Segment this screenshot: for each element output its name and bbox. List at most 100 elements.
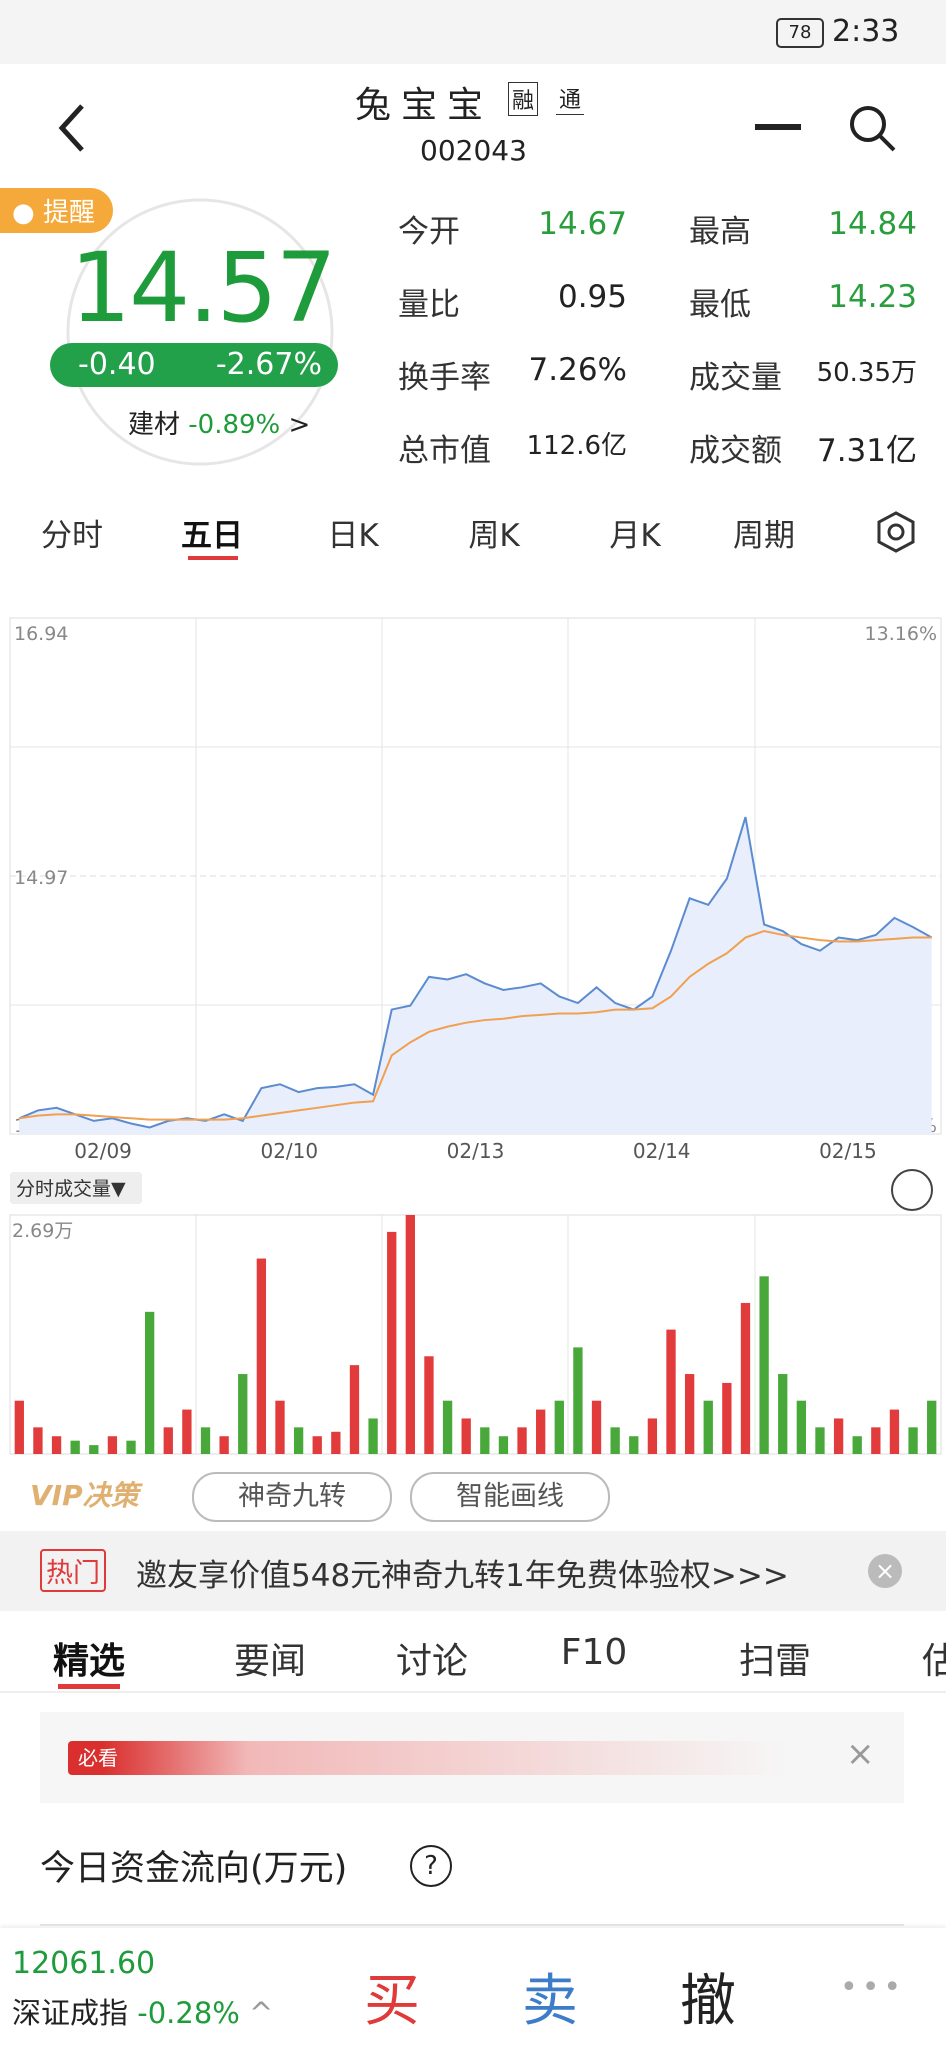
average-line: [19, 929, 932, 1121]
y-tick-label: 2.69万: [12, 1220, 73, 1242]
x-tick-label: 02/15: [819, 1139, 877, 1163]
news-tab[interactable]: 估: [921, 1641, 946, 1682]
banner-close[interactable]: ×: [868, 1554, 902, 1588]
volume-bar: [14, 1400, 24, 1454]
index-change: -0.28%: [137, 1996, 240, 2030]
volume-bar: [349, 1365, 360, 1454]
banner-text: 邀友享价值548元神奇九转1年免费体验权>>>: [136, 1558, 789, 1594]
stat-label: 量比: [398, 287, 460, 323]
index[interactable]: 深证成指 -0.28% ^: [12, 1996, 274, 2030]
period-tab[interactable]: 周期: [733, 518, 795, 554]
period-tab[interactable]: 月K: [609, 518, 661, 554]
x-tick-label: 02/09: [74, 1139, 132, 1163]
notice-tag: 必看: [68, 1741, 788, 1775]
volume-bar: [331, 1431, 341, 1454]
bottom-bar: [0, 1928, 946, 2048]
news-tab[interactable]: 扫雷: [738, 1641, 812, 1682]
sector-name: 建材: [128, 410, 181, 440]
alert-label: 提醒: [42, 198, 95, 228]
news-tab[interactable]: 精选: [52, 1641, 126, 1682]
badge: 通: [556, 82, 585, 115]
change: -0.40: [78, 347, 156, 382]
help-button[interactable]: ?: [410, 1845, 452, 1887]
volume-bar: [815, 1427, 825, 1454]
stat-label: 换手率: [398, 360, 491, 396]
expand-button[interactable]: [891, 1169, 933, 1211]
stat-value: 112.6亿: [526, 431, 627, 461]
period-tab[interactable]: 日K: [327, 518, 379, 554]
buy-button[interactable]: 买: [364, 1969, 420, 2034]
volume-bar: [70, 1440, 80, 1454]
volume-bar: [498, 1436, 509, 1454]
settings-button[interactable]: [874, 510, 918, 554]
stat-value: 14.84: [828, 206, 917, 242]
more-button[interactable]: •••: [840, 1970, 906, 2005]
stat-label: 总市值: [398, 433, 491, 469]
menu-button[interactable]: [755, 124, 801, 130]
cancel-button[interactable]: 撤: [680, 1969, 736, 2034]
volume-bar: [293, 1427, 304, 1454]
price-ring: [66, 198, 334, 466]
stat-value: 14.67: [538, 206, 627, 242]
pill-button[interactable]: 智能画线: [410, 1472, 610, 1522]
notice-close[interactable]: ×: [846, 1734, 875, 1774]
volume-bar: [889, 1409, 900, 1454]
volume-bar: [629, 1436, 639, 1454]
volume-bar: [871, 1427, 881, 1454]
volume-bar: [666, 1329, 676, 1454]
volume-bar: [144, 1311, 155, 1454]
volume-bar: [238, 1374, 248, 1454]
y-tick-label: 14.97: [14, 867, 68, 889]
clock: 2:33: [832, 14, 900, 49]
period-tab[interactable]: 五日: [181, 518, 243, 554]
news-tab[interactable]: 讨论: [395, 1641, 469, 1682]
volume-bar: [387, 1231, 397, 1454]
tab-underline: [188, 556, 238, 560]
stat-label: 成交量: [689, 360, 782, 396]
pill-button[interactable]: 神奇九转: [192, 1472, 392, 1522]
volume-bar: [536, 1409, 546, 1454]
divider: [40, 1924, 904, 1926]
x-tick-label: 02/13: [447, 1139, 505, 1163]
volume-bar: [796, 1400, 807, 1454]
period-tab[interactable]: 分时: [41, 518, 103, 554]
volume-bar: [517, 1427, 527, 1454]
volume-bar: [833, 1418, 844, 1454]
stock-code: 002043: [420, 134, 527, 167]
change-pct: -2.67%: [215, 347, 322, 382]
volume-bar: [852, 1436, 862, 1454]
x-tick-label: 02/14: [633, 1139, 691, 1163]
volume-bar: [405, 1215, 415, 1454]
volume-bar: [107, 1436, 118, 1454]
alert-button[interactable]: ● 提醒: [0, 188, 113, 233]
volume-bar: [51, 1436, 62, 1454]
banner[interactable]: [0, 1531, 946, 1611]
volume-bar: [200, 1427, 211, 1454]
volume-bar: [126, 1440, 136, 1454]
change-pill: -0.40 -2.67%: [50, 343, 338, 387]
volume-bar: [759, 1276, 769, 1454]
section-title: 今日资金流向(万元): [40, 1849, 348, 1889]
sector-arrow: >: [288, 410, 311, 440]
volume-bar: [722, 1382, 732, 1454]
price-area: [19, 817, 932, 1134]
index-name: 深证成指: [12, 1996, 129, 2030]
stat-value: 7.26%: [528, 352, 627, 388]
search-button[interactable]: [846, 102, 898, 154]
volume-bar: [219, 1436, 229, 1454]
stat-label: 最低: [689, 287, 751, 323]
volume-bar: [461, 1418, 471, 1454]
news-tab[interactable]: F10: [560, 1632, 628, 1673]
volume-bar: [554, 1400, 564, 1454]
volume-bar: [647, 1418, 658, 1454]
badge: 融: [508, 82, 539, 116]
news-tab[interactable]: 要闻: [233, 1641, 307, 1682]
sell-button[interactable]: 卖: [522, 1969, 578, 2034]
sector[interactable]: 建材 -0.89% >: [128, 404, 310, 441]
stat-value: 7.31亿: [816, 433, 917, 469]
stat-value: 0.95: [557, 279, 627, 315]
stat-label: 今开: [398, 214, 460, 250]
y2-tick-label: 13.16%: [865, 623, 937, 645]
back-button[interactable]: [50, 100, 94, 156]
period-tab[interactable]: 周K: [468, 518, 520, 554]
